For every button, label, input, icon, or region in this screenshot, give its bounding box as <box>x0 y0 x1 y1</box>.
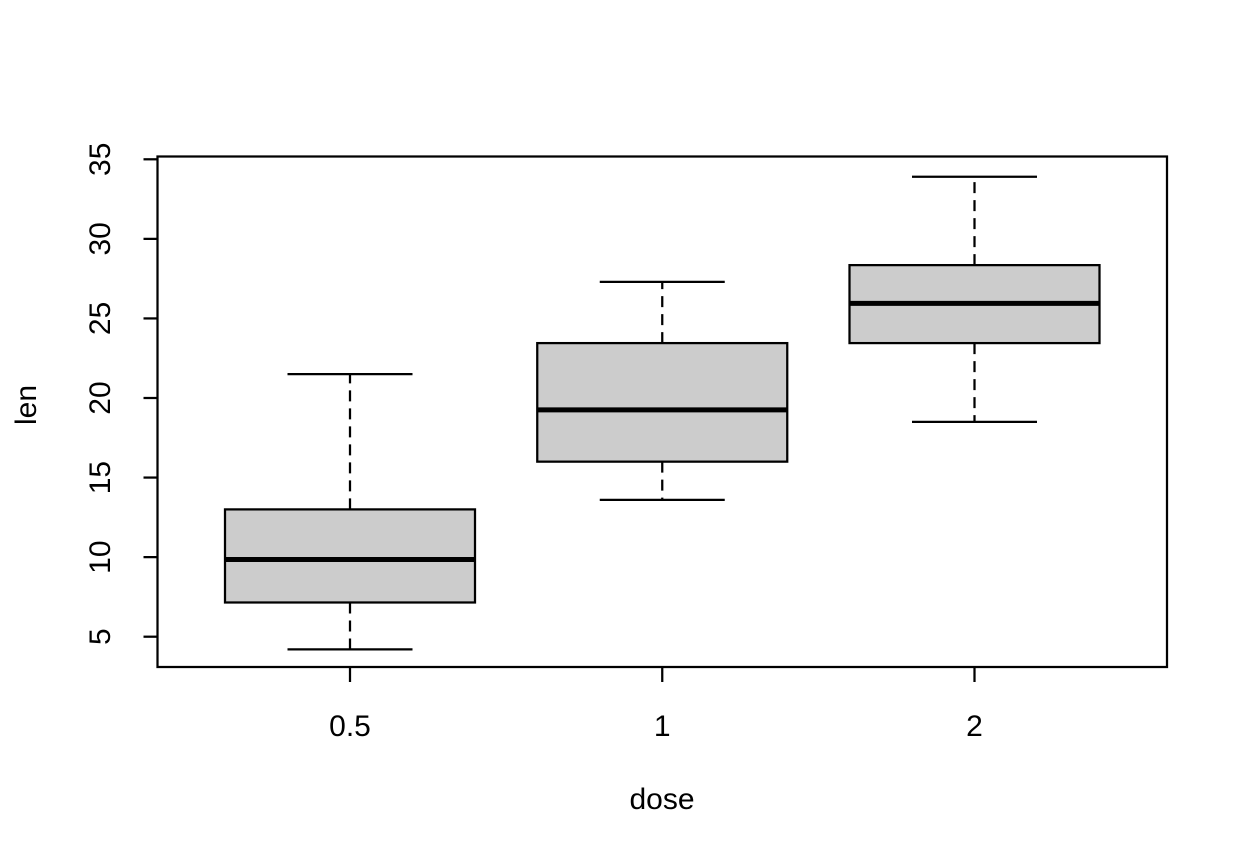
iqr-box <box>223 508 477 604</box>
x-tick-label: 2 <box>966 710 983 743</box>
y-tick-label: 35 <box>84 143 117 176</box>
x-tick-label: 1 <box>654 710 671 743</box>
y-tick-label: 25 <box>84 302 117 335</box>
iqr-box <box>536 341 789 463</box>
x-tick-label: 0.5 <box>329 710 371 743</box>
x-axis-title: dose <box>629 783 694 816</box>
y-tick-label: 5 <box>84 628 117 645</box>
y-axis-title: len <box>10 385 43 425</box>
y-tick-label: 10 <box>84 540 117 573</box>
y-tick-label: 30 <box>84 222 117 255</box>
y-tick-label: 15 <box>84 461 117 494</box>
y-tick-label: 20 <box>84 381 117 414</box>
plot-border <box>156 155 1169 669</box>
